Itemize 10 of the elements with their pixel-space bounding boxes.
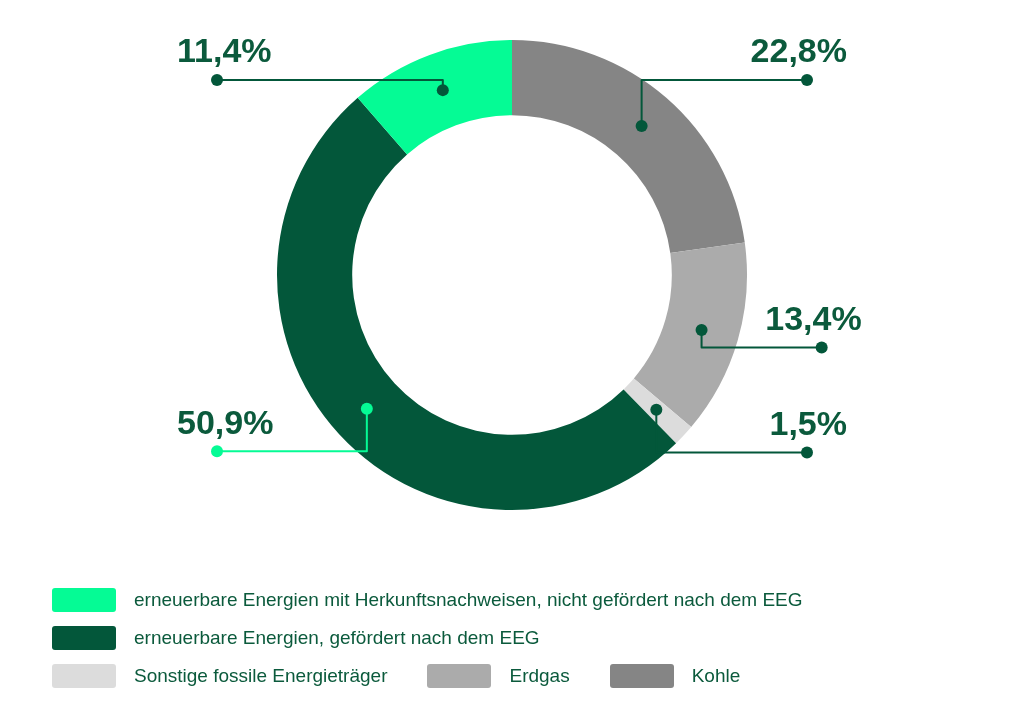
legend-label: Kohle [691,665,741,687]
data-label: 22,8% [750,31,847,70]
data-label: 13,4% [765,298,862,337]
data-label: 50,9% [177,402,274,441]
data-label: 11,4% [177,31,272,70]
legend-label: Erdgas [509,665,570,687]
legend-label: Sonstige fossile Energieträger [134,665,388,687]
legend-label: erneuerbare Energien mit Herkunftsnachweisen, nicht gefördert nach dem EEG [134,589,803,611]
legend-label: erneuerbare Energien, gefördert nach dem EEG [134,627,540,649]
data-label: 1,5% [769,403,847,442]
